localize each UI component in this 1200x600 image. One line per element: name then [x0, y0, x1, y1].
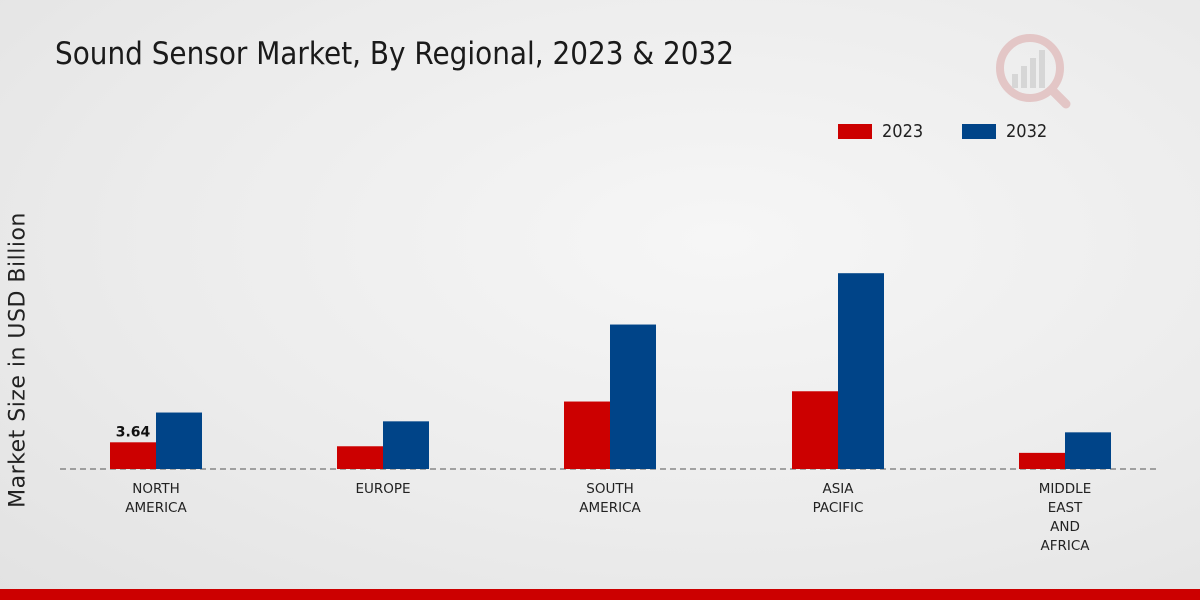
brand-logo-icon — [996, 34, 1071, 109]
x-tick-label-0: NORTH AMERICA — [125, 481, 187, 516]
legend-swatch-2032 — [961, 124, 996, 139]
bar-2023-1 — [337, 446, 383, 469]
legend-swatch-2023 — [838, 124, 872, 139]
legend-label-2023: 2023 — [882, 121, 924, 142]
legend-label-2032: 2032 — [1005, 121, 1048, 142]
x-tick-label-1: EUROPE — [355, 481, 410, 497]
bar-2032-0 — [156, 412, 202, 469]
bar-2023-2 — [564, 401, 610, 469]
x-tick-label-3: ASIA PACIFIC — [813, 481, 864, 516]
chart-legend: 2023 2032 — [838, 121, 1086, 142]
bar-2032-4 — [1065, 432, 1111, 469]
bar-2023-0 — [110, 442, 156, 469]
bar-2032-1 — [383, 421, 429, 469]
x-tick-label-4: MIDDLE EAST AND AFRICA — [1039, 481, 1091, 554]
chart-title: Sound Sensor Market, By Regional, 2023 &… — [55, 36, 734, 72]
bar-2023-3 — [792, 391, 838, 469]
x-tick-label-2: SOUTH AMERICA — [579, 481, 641, 516]
bar-2023-4 — [1019, 452, 1065, 469]
footer-accent-bar — [0, 589, 1200, 600]
data-label-2023-0: 3.64 — [116, 424, 151, 440]
legend-item-2023: 2023 — [838, 121, 928, 142]
bar-2032-2 — [610, 324, 656, 469]
legend-item-2032: 2032 — [961, 121, 1052, 142]
bar-2032-3 — [838, 273, 884, 469]
